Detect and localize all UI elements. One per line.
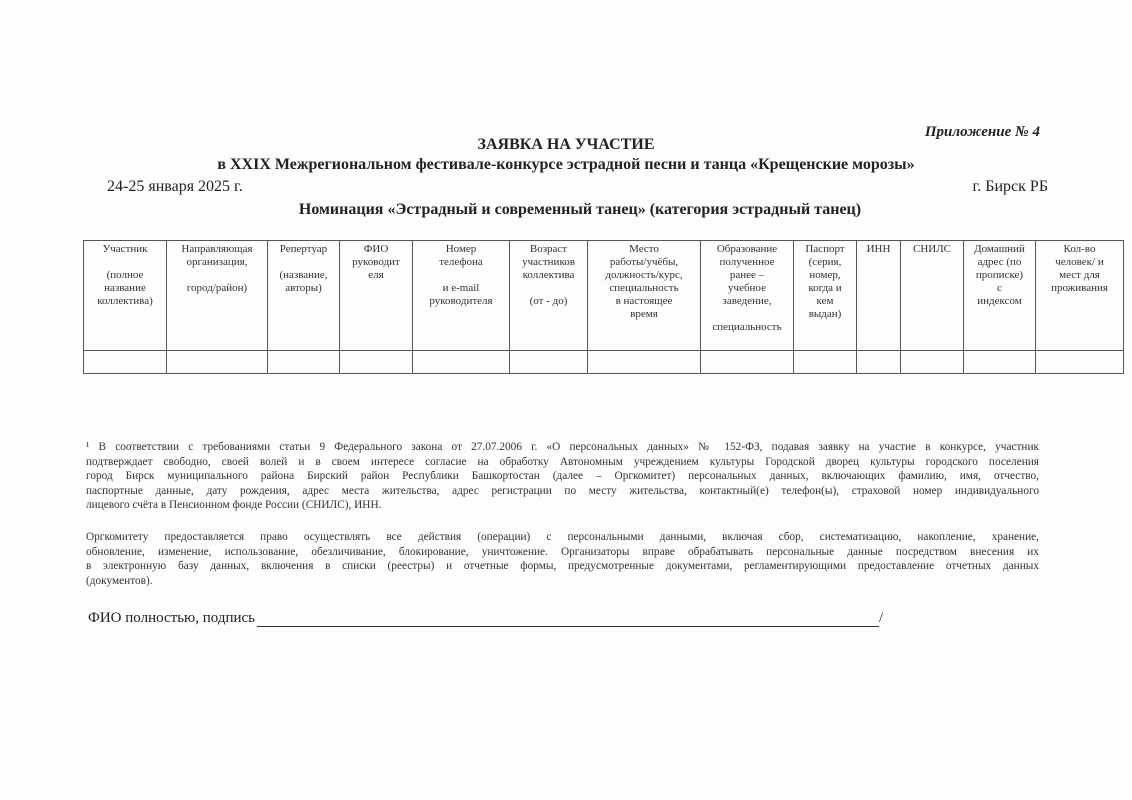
column-header: Кол-во человек/ и мест для проживания <box>1035 240 1124 351</box>
column-header: СНИЛС <box>900 240 964 351</box>
table-cell[interactable] <box>339 350 413 374</box>
text-line: паспортные данные, дату рождения, адрес … <box>86 484 1039 497</box>
text-line: город Бирск муниципального района Бирски… <box>86 470 1039 483</box>
text-line: в электронную базу данных, включения в с… <box>86 560 1039 573</box>
column-header: Номер телефона и e-mail руководителя <box>412 240 510 351</box>
table-cell[interactable] <box>83 350 167 374</box>
table-cell[interactable] <box>700 350 794 374</box>
text-line: ¹ В соответствии с требованиями статьи 9… <box>86 441 1039 453</box>
event-date: 24-25 января 2025 г. <box>107 178 243 195</box>
text-line: (документов). <box>86 574 153 587</box>
text-line: обновление, изменение, использование, об… <box>86 545 1039 558</box>
signature-line[interactable] <box>257 611 880 627</box>
nomination-title: Номинация «Эстрадный и современный танец… <box>298 201 862 218</box>
festival-subtitle: в XXIX Межрегиональном фестивале-конкурс… <box>217 156 915 173</box>
signature-field: ФИО полностью, подпись / <box>88 610 883 627</box>
column-header: Репертуар (название, авторы) <box>267 240 340 351</box>
table-cell[interactable] <box>267 350 340 374</box>
table-cell[interactable] <box>166 350 268 374</box>
table-cell[interactable] <box>856 350 901 374</box>
column-header: ИНН <box>856 240 901 351</box>
document-title: ЗАЯВКА НА УЧАСТИЕ <box>477 136 655 153</box>
signature-end: / <box>879 610 884 626</box>
table-cell[interactable] <box>900 350 964 374</box>
text-line: подтверждает свободно, своей волей и в с… <box>86 455 1039 468</box>
table-row <box>83 350 1124 374</box>
table-cell[interactable] <box>587 350 701 374</box>
column-header: Паспорт (серия, номер, когда и кем выдан… <box>793 240 857 351</box>
column-header: Образование полученное ранее – учебное з… <box>700 240 794 351</box>
column-header: Место работы/учёбы, должность/курс, спец… <box>587 240 701 351</box>
column-header: Участник (полное название коллектива) <box>83 240 167 351</box>
footnote-personal-data: ¹ В соответствии с требованиями статьи 9… <box>86 440 1039 513</box>
signature-label: ФИО полностью, подпись <box>88 610 256 626</box>
table-header-row: Участник (полное название коллектива) Нап… <box>83 240 1124 351</box>
application-table: Участник (полное название коллектива) Нап… <box>83 240 1124 374</box>
table-cell[interactable] <box>963 350 1036 374</box>
text-line: лицевого счёта в Пенсионном фонде России… <box>86 499 382 512</box>
table-cell[interactable] <box>1035 350 1124 374</box>
table-cell[interactable] <box>412 350 510 374</box>
table-cell[interactable] <box>509 350 588 374</box>
column-header: Направляющая организация, город/район) <box>166 240 268 351</box>
column-header: Возраст участников коллектива (от - до) <box>509 240 588 351</box>
appendix-label: Приложение № 4 <box>924 124 1040 140</box>
text-line: Оргкомитету предоставляется право осущес… <box>86 531 1039 543</box>
column-header: ФИО руководит еля <box>339 240 413 351</box>
consent-paragraph: Оргкомитету предоставляется право осущес… <box>86 530 1039 588</box>
table-cell[interactable] <box>793 350 857 374</box>
column-header: Домашний адрес (по прописке) с индексом <box>963 240 1036 351</box>
event-city: г. Бирск РБ <box>972 178 1048 195</box>
